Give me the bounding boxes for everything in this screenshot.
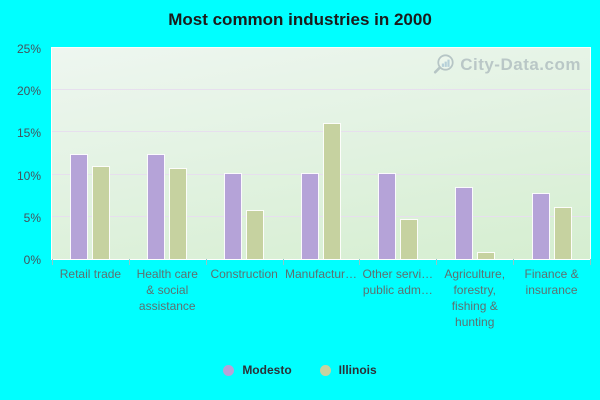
bar-modesto-1	[70, 154, 89, 259]
x-axis-label: Construction	[210, 267, 278, 281]
gridline	[52, 131, 590, 133]
gridline	[52, 215, 590, 217]
legend-item-illinois: Illinois	[319, 363, 377, 377]
legend-label-illinois: Illinois	[338, 363, 377, 377]
y-axis-label: 25%	[16, 42, 41, 56]
y-axis-label: 0%	[23, 253, 41, 267]
gridline	[52, 89, 590, 91]
bar-modesto-4	[301, 172, 319, 259]
y-axis-label: 20%	[16, 84, 41, 99]
bar-illinois-7	[553, 206, 572, 259]
bar-modesto-5	[377, 172, 396, 259]
axis-tick	[436, 259, 438, 265]
plot-area: City-Data.com	[51, 47, 591, 260]
x-axis-label: Manufactur…	[284, 267, 357, 281]
axis-tick	[513, 259, 515, 265]
bar-modesto-7	[531, 193, 550, 259]
bar-illinois-2	[169, 167, 188, 259]
axis-tick	[52, 259, 53, 265]
legend-item-modesto: Modesto	[223, 363, 292, 377]
axis-tick	[359, 259, 361, 265]
bar-modesto-2	[147, 154, 166, 259]
legend: Modesto Illinois	[0, 363, 600, 377]
chart-title: Most common industries in 2000	[168, 10, 432, 29]
bar-illinois-1	[92, 166, 111, 259]
y-axis-label: 15%	[16, 126, 41, 141]
bar-illinois-4	[323, 123, 341, 259]
bar-modesto-6	[454, 187, 473, 259]
watermark-text: City-Data.com	[460, 55, 581, 74]
axis-tick	[590, 259, 591, 265]
watermark: City-Data.com	[432, 53, 581, 77]
x-axis-label: Retail trade	[59, 267, 122, 281]
gridline	[52, 173, 590, 175]
y-axis-label: 5%	[23, 210, 41, 225]
legend-label-modesto: Modesto	[242, 363, 292, 377]
y-axis: 0% 5% 10% 15% 20% 25%	[0, 42, 45, 267]
y-axis-label: 10%	[16, 168, 41, 183]
bar-illinois-3	[246, 210, 265, 259]
x-axis-label: Health care & social assistance	[136, 267, 198, 313]
axis-tick	[282, 259, 284, 265]
legend-swatch-illinois-icon	[319, 364, 331, 376]
bar-illinois-6	[476, 252, 495, 259]
axis-tick	[128, 259, 130, 265]
x-axis-label: Other servi… public adm…	[362, 267, 434, 297]
legend-swatch-modesto-icon	[223, 364, 235, 376]
bar-illinois-5	[399, 218, 418, 259]
x-axis-label: Finance & insurance	[524, 267, 579, 297]
axis-tick	[205, 259, 207, 265]
magnifier-icon	[432, 53, 456, 77]
bar-modesto-3	[224, 172, 243, 259]
x-axis-label: Agriculture, forestry, fishing & hunting	[444, 267, 506, 329]
